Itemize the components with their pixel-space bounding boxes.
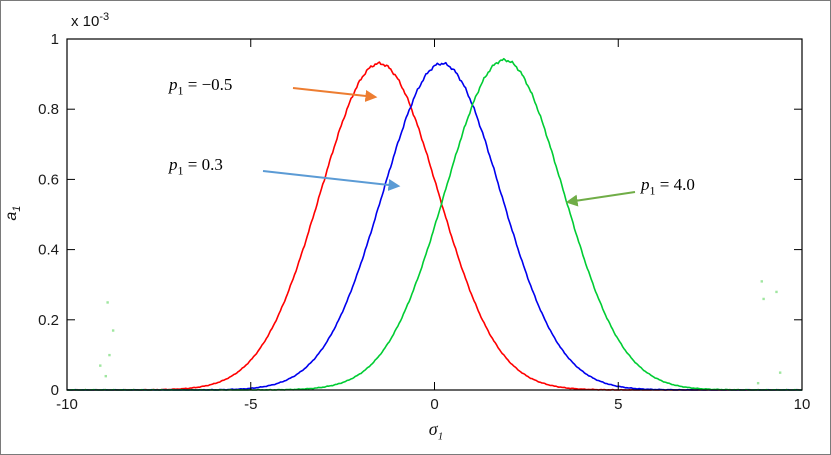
annotation-arrow-1: [292, 87, 378, 102]
x-tick-label: -5: [244, 396, 257, 413]
annotation-value: = 4.0: [655, 175, 695, 194]
y-tick-label: 0.2: [38, 312, 59, 329]
annotation-variable: p: [169, 155, 178, 174]
y-axis-multiplier-base: x 10: [71, 13, 100, 30]
annotation-value: = 0.3: [183, 155, 223, 174]
annotation-value: = −0.5: [183, 75, 233, 94]
y-tick-label: 0: [51, 382, 59, 399]
annotation-subscript: 1: [649, 183, 656, 198]
x-tick-label: 0: [430, 396, 438, 413]
y-axis-label-base: a: [2, 211, 20, 221]
x-axis-label-subscript: 1: [437, 430, 444, 443]
x-axis-label: σ1: [406, 419, 466, 443]
series-curve-3: [67, 57, 803, 391]
noise-speckle: [760, 280, 763, 283]
noise-speckle: [99, 364, 102, 367]
y-tick-label: 1: [51, 31, 59, 48]
noise-speckle: [111, 329, 115, 332]
x-tick-label: 10: [794, 396, 811, 413]
annotation-p1-neg-0p5: p1 = −0.5: [169, 75, 232, 98]
noise-speckle: [756, 381, 760, 385]
y-axis-multiplier-exponent: -3: [99, 11, 110, 23]
annotation-subscript: 1: [177, 83, 184, 98]
x-tick-label: -10: [56, 396, 78, 413]
noise-speckle: [108, 353, 111, 357]
annotation-subscript: 1: [177, 163, 184, 178]
y-axis-label-subscript: 1: [11, 205, 24, 212]
noise-speckle: [104, 374, 107, 378]
y-tick-label: 0.6: [38, 171, 59, 188]
y-axis-multiplier: x 10-3: [71, 11, 109, 30]
x-tick-label: 5: [614, 396, 622, 413]
y-tick-label: 0.4: [38, 242, 59, 259]
annotation-variable: p: [169, 75, 178, 94]
y-tick-label: 0.8: [38, 101, 59, 118]
y-axis-label: a1: [3, 193, 23, 233]
noise-speckle: [775, 290, 778, 294]
x-axis-label-base: σ: [428, 419, 438, 439]
noise-speckle: [106, 301, 109, 304]
annotation-variable: p: [641, 175, 650, 194]
annotation-arrow-3: [565, 191, 636, 207]
noise-speckle: [762, 297, 765, 301]
noise-speckle: [778, 371, 782, 374]
annotation-p1-0p3: p1 = 0.3: [169, 155, 223, 178]
annotation-arrow-2: [262, 170, 401, 191]
annotation-p1-4p0: p1 = 4.0: [641, 175, 695, 198]
